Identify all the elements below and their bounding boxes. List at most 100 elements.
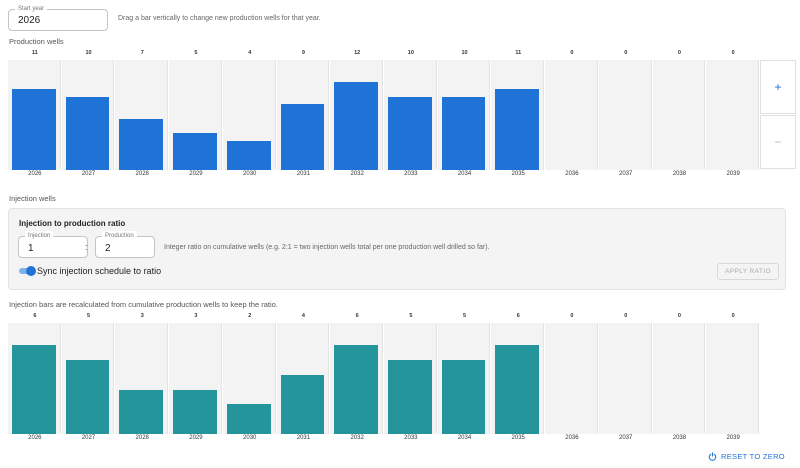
add-button[interactable]: +	[760, 60, 796, 114]
injection-bar-column[interactable]	[706, 323, 759, 434]
injection-bar-column[interactable]	[652, 323, 706, 434]
production-bar[interactable]	[12, 89, 56, 170]
production-value-labels: 11 10 7 5 4 9 12 10 10 11 0 0 0 0	[8, 50, 760, 60]
injection-bar[interactable]	[388, 359, 432, 434]
injection-bar-column[interactable]	[8, 323, 61, 434]
injection-bar-column[interactable]	[61, 323, 115, 434]
production-bar-column[interactable]	[652, 60, 706, 170]
injection-year-label: 2030	[243, 435, 257, 441]
production-bar-column[interactable]	[491, 60, 545, 170]
injection-bar-column[interactable]	[545, 323, 598, 434]
injection-bar-column[interactable]	[491, 323, 545, 434]
injection-bar[interactable]	[12, 345, 56, 434]
injection-year-label: 2036	[565, 435, 579, 441]
production-bar-column[interactable]	[545, 60, 598, 170]
production-value-label: 4	[248, 50, 252, 56]
production-value-label: 12	[354, 50, 361, 56]
injection-bar[interactable]	[495, 345, 540, 434]
production-bar[interactable]	[173, 133, 217, 170]
injection-wells-label: Injection wells	[9, 194, 56, 203]
production-bar-column[interactable]	[115, 60, 169, 170]
injection-bar[interactable]	[280, 374, 325, 434]
production-bar-column[interactable]	[437, 60, 491, 170]
injection-bar-column[interactable]	[276, 323, 330, 434]
production-year-label: 2030	[243, 171, 257, 177]
production-ratio-field[interactable]: Production 2	[95, 231, 155, 258]
production-year-label: 2026	[28, 171, 42, 177]
injection-bar-column[interactable]	[169, 323, 222, 434]
injection-bar[interactable]	[119, 389, 164, 434]
production-bar-column[interactable]	[222, 60, 276, 170]
production-bar-column[interactable]	[169, 60, 222, 170]
injection-bar-column[interactable]	[222, 323, 276, 434]
production-value-label: 11	[515, 50, 522, 56]
production-chart: 11 10 7 5 4 9 12 10 10 11 0 0 0 0 2026 2027 2028 2029 203…	[8, 50, 760, 180]
production-bar[interactable]	[280, 104, 325, 170]
production-bar-column[interactable]	[276, 60, 330, 170]
production-wells-label: Production wells	[9, 37, 64, 46]
production-bar-column[interactable]	[384, 60, 437, 170]
injection-year-label: 2038	[672, 435, 687, 441]
injection-bar[interactable]	[226, 404, 271, 434]
injection-year-label: 2028	[135, 435, 149, 441]
production-ratio-value[interactable]: 2	[105, 243, 111, 254]
production-year-label: 2037	[619, 171, 633, 177]
toggle-thumb	[26, 266, 36, 276]
injection-value-label: 6	[33, 313, 37, 319]
injection-year-label: 2035	[511, 435, 525, 441]
production-value-label: 0	[570, 50, 574, 56]
remove-button[interactable]: −	[760, 115, 796, 169]
production-bar-column[interactable]	[330, 60, 383, 170]
injection-bar-column[interactable]	[115, 323, 169, 434]
start-year-label: Start year	[15, 4, 48, 14]
injection-value-label: 5	[409, 313, 413, 319]
production-value-label: 9	[301, 50, 305, 56]
injection-ratio-label: Injection	[25, 231, 54, 241]
production-bar[interactable]	[495, 89, 540, 170]
production-bar[interactable]	[334, 82, 378, 170]
start-year-field[interactable]: Start year 2026	[8, 4, 108, 31]
injection-year-label: 2039	[726, 435, 740, 441]
injection-ratio-field[interactable]: Injection 1	[18, 231, 88, 258]
production-value-label: 0	[731, 50, 735, 56]
production-bar-column[interactable]	[706, 60, 759, 170]
start-year-value[interactable]: 2026	[18, 15, 41, 26]
injection-ratio-value[interactable]: 1	[28, 243, 34, 254]
production-year-labels: 2026 2027 2028 2029 2030 2031 2032 2033 2034 2035…	[8, 171, 760, 181]
production-bar-column[interactable]	[598, 60, 652, 170]
reset-to-zero-button[interactable]: RESET TO ZERO	[708, 450, 785, 462]
injection-bar-column[interactable]	[437, 323, 491, 434]
injection-bar[interactable]	[173, 389, 217, 434]
ratio-title: Injection to production ratio	[19, 219, 126, 228]
injection-value-label: 3	[194, 313, 198, 319]
plus-icon: +	[774, 80, 782, 94]
production-bar[interactable]	[226, 140, 271, 170]
production-value-label: 0	[624, 50, 628, 56]
injection-bar-column[interactable]	[330, 323, 383, 434]
sync-toggle-label: Sync injection schedule to ratio	[37, 266, 162, 276]
ratio-hint: Integer ratio on cumulative wells (e.g. …	[164, 244, 490, 251]
injection-bar-column[interactable]	[598, 323, 652, 434]
injection-value-label: 0	[677, 313, 681, 319]
injection-value-label: 3	[140, 313, 144, 319]
production-bar[interactable]	[65, 96, 110, 170]
ratio-separator: :	[85, 242, 88, 252]
production-bar-column[interactable]	[8, 60, 61, 170]
apply-ratio-button[interactable]: APPLY RATIO	[717, 263, 779, 280]
production-value-label: 10	[407, 50, 414, 56]
power-icon	[708, 451, 717, 461]
injection-year-label: 2032	[350, 435, 364, 441]
injection-bar[interactable]	[441, 359, 486, 434]
production-bar[interactable]	[119, 118, 164, 170]
injection-value-labels: 6 5 3 3 2 4 6 5 5 6 0 0 0 0	[8, 313, 760, 323]
injection-year-label: 2029	[189, 435, 203, 441]
sync-toggle[interactable]	[19, 266, 36, 276]
production-bar[interactable]	[441, 96, 486, 170]
injection-bar[interactable]	[65, 359, 110, 434]
production-bar[interactable]	[388, 96, 432, 170]
injection-year-labels: 2026 2027 2028 2029 2030 2031 2032 2033 2034 2035…	[8, 435, 760, 445]
injection-value-label: 6	[516, 313, 520, 319]
production-bar-column[interactable]	[61, 60, 115, 170]
injection-bar-column[interactable]	[384, 323, 437, 434]
injection-bar[interactable]	[334, 345, 378, 434]
